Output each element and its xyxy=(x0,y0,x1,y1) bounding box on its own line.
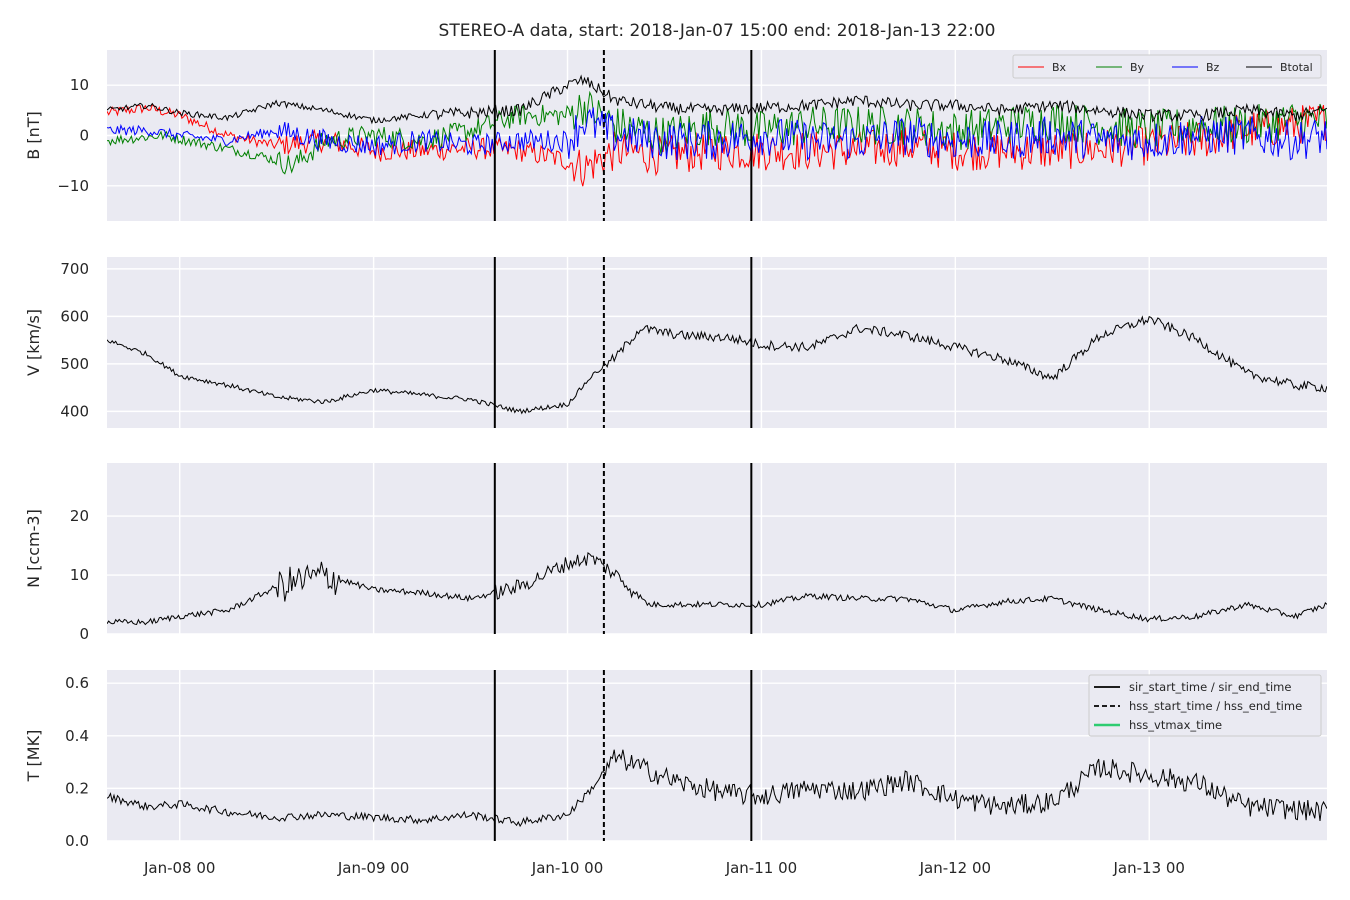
y-axis-label: B [nT] xyxy=(24,111,43,159)
y-tick-label: 400 xyxy=(60,402,89,420)
y-tick-label: 500 xyxy=(60,355,89,373)
x-tick-label: Jan-08 00 xyxy=(143,859,215,877)
y-tick-label: 0.4 xyxy=(65,727,89,745)
y-axis-label: V [km/s] xyxy=(24,309,43,376)
legend-label: Btotal xyxy=(1280,61,1313,74)
legend-events: sir_start_time / sir_end_time hss_start_t… xyxy=(1088,674,1322,737)
series-line-v xyxy=(107,315,1327,415)
legend-box xyxy=(1088,674,1322,737)
panel-N: 0 10 20 N [ccm-3] xyxy=(24,463,1327,643)
panel-V: 400 500 600 700 V [km/s] xyxy=(24,257,1327,428)
x-tick-label: Jan-11 00 xyxy=(725,859,797,877)
panel-background xyxy=(107,257,1327,428)
series-group xyxy=(107,749,1327,828)
panel-B: −10 0 10 B [nT] Bx By Bz Btotal xyxy=(24,50,1327,221)
x-tick-label: Jan-10 00 xyxy=(531,859,603,877)
legend-b: Bx By Bz Btotal xyxy=(1012,54,1322,79)
legend-label: Bz xyxy=(1206,61,1220,74)
y-tick-label: 10 xyxy=(70,76,89,94)
legend-label: hss_vtmax_time xyxy=(1129,718,1222,732)
y-tick-label: 0.2 xyxy=(65,779,89,797)
y-tick-label: 0.6 xyxy=(65,674,89,692)
series-group xyxy=(107,74,1327,187)
y-tick-label: 20 xyxy=(70,507,89,525)
x-tick-label: Jan-12 00 xyxy=(919,859,991,877)
panels: −10 0 10 B [nT] Bx By Bz Btotal 400 500 600 700 V [k… xyxy=(24,50,1327,877)
legend-label: By xyxy=(1130,61,1145,74)
y-tick-label: 0 xyxy=(79,625,89,643)
legend-label: sir_start_time / sir_end_time xyxy=(1129,680,1291,694)
y-axis-label: T [MK] xyxy=(24,730,43,783)
legend-label: Bx xyxy=(1052,61,1067,74)
y-axis-label: N [ccm-3] xyxy=(24,509,43,588)
series-group xyxy=(107,315,1327,415)
legend-box xyxy=(1012,54,1322,79)
y-tick-label: 0.0 xyxy=(65,832,89,850)
series-line-t xyxy=(107,749,1327,828)
y-tick-label: −10 xyxy=(57,177,89,195)
series-group xyxy=(107,552,1327,626)
series-line-n xyxy=(107,552,1327,626)
y-tick-label: 600 xyxy=(60,307,89,325)
panel-T: 0.0 0.2 0.4 0.6 T [MK] sir_start_time / sir_e… xyxy=(24,670,1327,850)
x-tick-label: Jan-13 00 xyxy=(1113,859,1185,877)
series-line-bz xyxy=(107,107,1327,162)
x-tick-label: Jan-09 00 xyxy=(337,859,409,877)
figure-title: STEREO-A data, start: 2018-Jan-07 15:00 … xyxy=(439,21,996,41)
y-tick-label: 0 xyxy=(79,127,89,145)
legend-label: hss_start_time / hss_end_time xyxy=(1129,699,1302,713)
y-tick-label: 700 xyxy=(60,260,89,278)
series-line-btotal xyxy=(107,74,1327,125)
y-tick-label: 10 xyxy=(70,566,89,584)
panel-background xyxy=(107,463,1327,634)
